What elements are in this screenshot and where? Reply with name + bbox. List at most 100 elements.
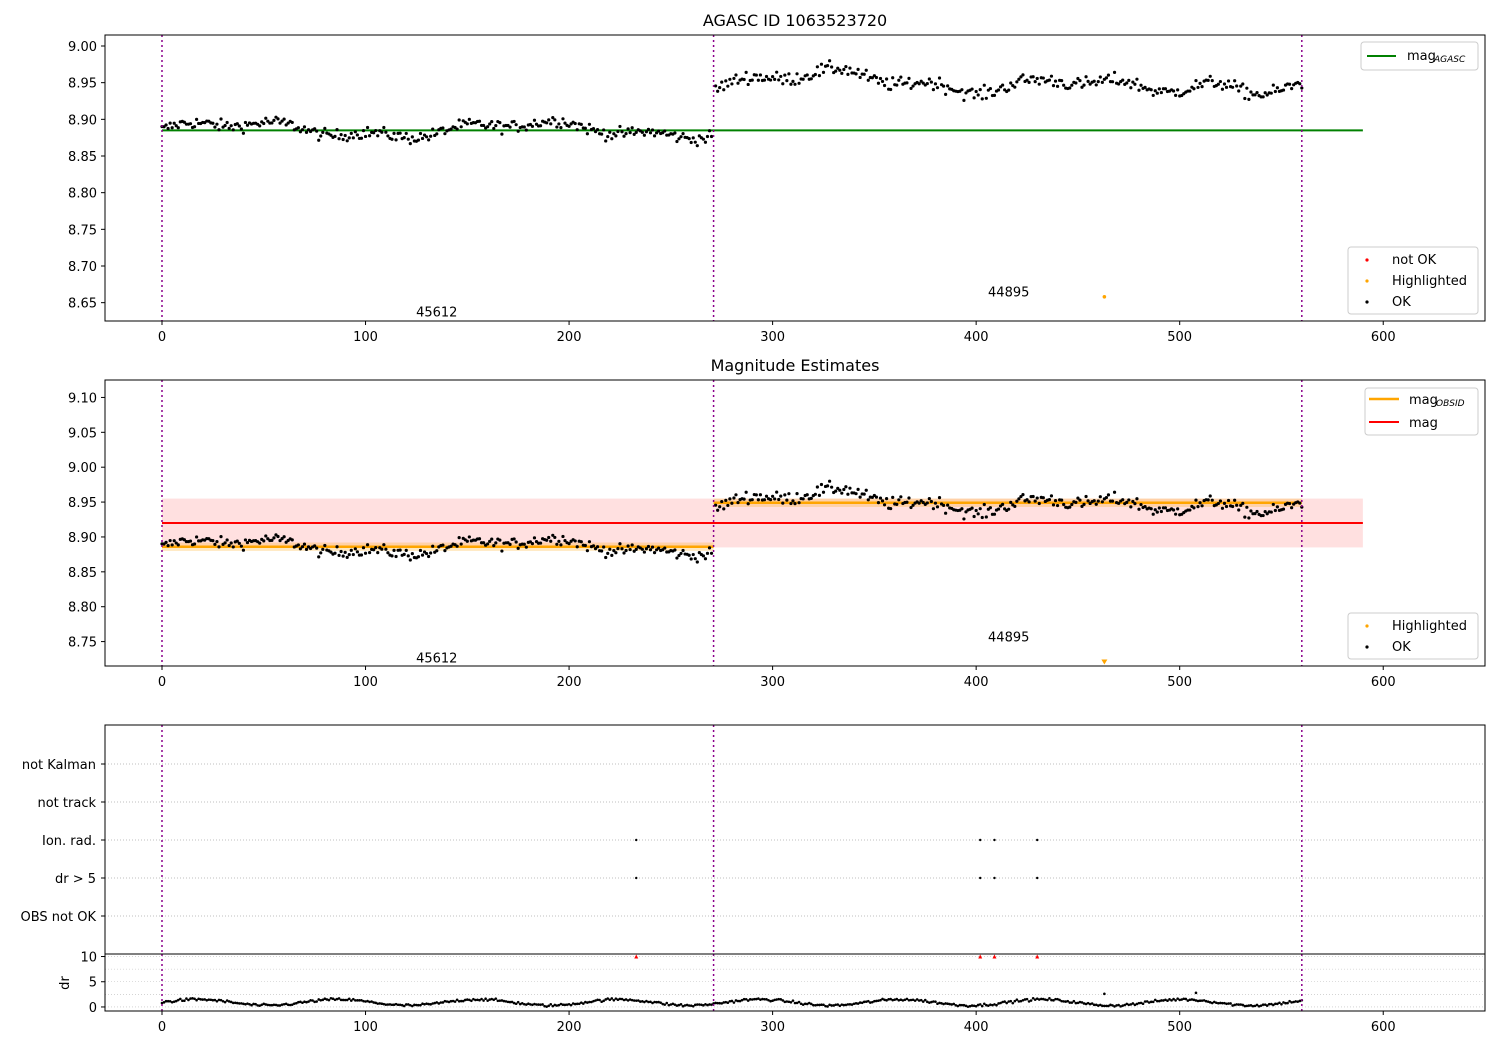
mag-point bbox=[583, 126, 587, 130]
mag-point bbox=[1261, 513, 1265, 518]
mag-point bbox=[1275, 86, 1279, 90]
dr-point bbox=[451, 999, 455, 1003]
mag-point bbox=[895, 83, 899, 87]
dr-point bbox=[651, 1001, 654, 1005]
dr-point bbox=[229, 1000, 233, 1004]
dr-point bbox=[1092, 1003, 1096, 1007]
mag-point bbox=[595, 128, 600, 132]
mag-point bbox=[701, 554, 706, 558]
mag-point bbox=[1273, 508, 1277, 513]
mag-point bbox=[1273, 89, 1277, 94]
mag-point bbox=[1027, 80, 1031, 84]
dr-point bbox=[185, 997, 188, 1000]
dr-point bbox=[423, 1002, 426, 1006]
dr-point bbox=[463, 998, 467, 1002]
mag-point bbox=[604, 139, 608, 143]
mag-point bbox=[341, 137, 345, 142]
mag-point bbox=[874, 75, 879, 80]
dr-point bbox=[1265, 1004, 1269, 1007]
mag-point bbox=[498, 121, 502, 125]
mag-point bbox=[1129, 505, 1133, 509]
dr-point bbox=[832, 1004, 835, 1007]
dr-point bbox=[331, 997, 335, 1001]
mag-point bbox=[323, 543, 327, 548]
dr-point bbox=[238, 1002, 241, 1005]
panel2-plot-area: 8.75 8.80 8.85 8.90 8.95 9.00 9.05 9.10 0 100 200 3… bbox=[68, 380, 1396, 690]
mag-point bbox=[964, 91, 968, 95]
dr-point bbox=[842, 1003, 846, 1007]
dr-point bbox=[838, 1004, 842, 1008]
mag-point bbox=[1031, 75, 1035, 79]
mag-point bbox=[1125, 500, 1129, 504]
mag-point bbox=[404, 548, 408, 552]
dr-point bbox=[360, 999, 363, 1002]
y-tick-label: 0 bbox=[89, 1001, 97, 1016]
mag-point bbox=[876, 81, 881, 85]
dr-point bbox=[539, 1003, 542, 1006]
dr-point bbox=[518, 1002, 522, 1006]
dr-point bbox=[807, 1001, 811, 1005]
dr-point bbox=[1153, 998, 1157, 1002]
dr-point bbox=[199, 998, 202, 1001]
dr-point bbox=[468, 998, 471, 1002]
dr-point bbox=[995, 1003, 998, 1007]
mag-point bbox=[992, 93, 997, 98]
mag-point bbox=[1041, 496, 1045, 500]
mag-point bbox=[166, 544, 170, 548]
mag-point bbox=[1007, 88, 1011, 92]
dr-point bbox=[1239, 1003, 1243, 1006]
mag-point bbox=[754, 493, 758, 497]
dr-point bbox=[934, 1000, 937, 1003]
dr-point bbox=[1227, 1002, 1230, 1005]
dr-point bbox=[313, 1000, 316, 1004]
mag-point bbox=[657, 546, 661, 550]
mag-point bbox=[300, 128, 305, 132]
dr-point bbox=[449, 999, 453, 1003]
mag-point bbox=[937, 496, 942, 500]
mag-point bbox=[587, 540, 592, 544]
mag-point bbox=[640, 130, 644, 134]
dr-point bbox=[1151, 1000, 1155, 1004]
dr-point bbox=[1253, 1004, 1257, 1008]
dr-point bbox=[288, 1003, 292, 1007]
dr-point bbox=[390, 1003, 394, 1007]
dr-point bbox=[698, 1003, 701, 1006]
dr-point bbox=[746, 999, 750, 1002]
mag-point bbox=[687, 137, 691, 141]
mag-point bbox=[1017, 497, 1021, 501]
dr-point bbox=[614, 997, 618, 1000]
mag-point bbox=[424, 135, 429, 139]
dr-point bbox=[887, 998, 890, 1001]
mag-point bbox=[467, 117, 471, 121]
dr-point bbox=[311, 999, 314, 1002]
mag-point bbox=[553, 118, 557, 122]
mag-point bbox=[1255, 90, 1259, 95]
dr-point bbox=[1164, 998, 1167, 1002]
mag-point bbox=[1290, 86, 1294, 91]
mag-point bbox=[931, 507, 936, 511]
dr-point bbox=[223, 1000, 227, 1004]
mag-point bbox=[176, 543, 180, 547]
mag-point bbox=[768, 497, 773, 502]
dr-point bbox=[999, 1001, 1002, 1005]
dr-point bbox=[417, 1003, 420, 1007]
dr-point bbox=[1117, 1003, 1120, 1007]
mag-point bbox=[382, 543, 386, 547]
dr-point bbox=[960, 1003, 964, 1007]
mag-point bbox=[891, 76, 895, 80]
dr-point bbox=[982, 1002, 986, 1006]
mag-point bbox=[347, 552, 351, 557]
dr-point bbox=[1062, 1000, 1065, 1003]
dr-point bbox=[1298, 999, 1302, 1003]
mag-point bbox=[229, 541, 233, 545]
mag-point bbox=[355, 550, 359, 554]
mag-point bbox=[762, 78, 767, 82]
mag-point bbox=[1243, 515, 1247, 519]
dr-point bbox=[1023, 998, 1027, 1001]
mag-point bbox=[917, 501, 921, 505]
dr-point bbox=[1259, 1004, 1263, 1007]
dr-point bbox=[738, 999, 742, 1003]
dr-point bbox=[1206, 1000, 1210, 1003]
mag-point bbox=[1121, 498, 1125, 502]
dr-point bbox=[1269, 1002, 1273, 1006]
